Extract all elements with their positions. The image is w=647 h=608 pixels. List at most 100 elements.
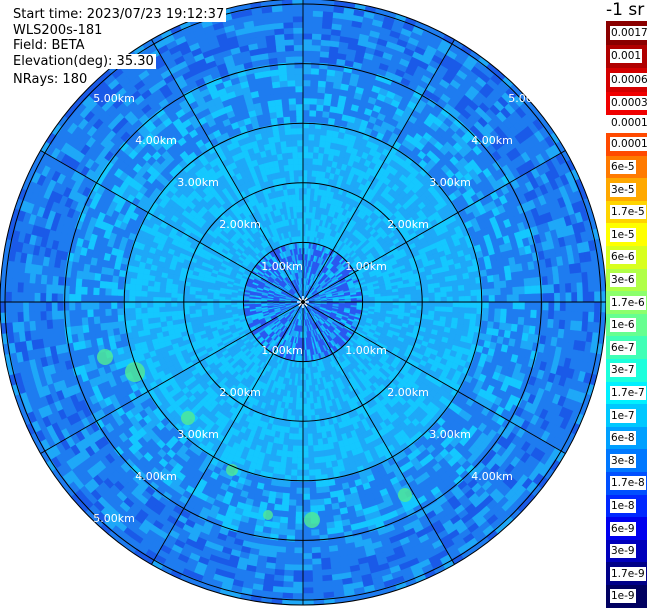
field-cell — [303, 158, 308, 164]
field-cell — [287, 451, 293, 457]
field-cell — [447, 292, 453, 298]
field-cell — [142, 280, 149, 286]
field-cell — [207, 308, 213, 312]
field-cell — [293, 152, 299, 158]
field-cell — [298, 452, 303, 458]
field-cell — [306, 206, 310, 212]
field-cell — [299, 422, 303, 428]
field-cell — [141, 307, 147, 313]
field-cell — [404, 291, 410, 295]
field-cell — [159, 292, 165, 297]
field-cell — [149, 323, 156, 329]
field-cell — [172, 315, 179, 320]
field-cell — [306, 392, 310, 398]
field-cell — [299, 410, 303, 416]
field-cell — [310, 398, 314, 404]
field-cell — [405, 298, 411, 302]
field-cell — [153, 312, 159, 318]
field-cell — [303, 398, 307, 404]
field-cell — [292, 452, 298, 458]
field-cell — [429, 302, 435, 307]
field-cell — [291, 464, 297, 470]
field-cell — [171, 293, 177, 298]
field-cell — [160, 321, 167, 327]
field-cell — [213, 305, 219, 308]
field-cell — [303, 404, 307, 410]
field-cell — [165, 307, 171, 312]
field-cell — [166, 316, 173, 321]
field-cell — [317, 439, 323, 446]
field-cell — [463, 319, 470, 326]
field-cell — [314, 451, 320, 457]
field-cell — [201, 295, 207, 299]
field-cell — [147, 291, 153, 297]
field-cell — [299, 194, 303, 200]
field-cell — [453, 307, 459, 313]
field-cell — [287, 445, 293, 451]
field-cell — [293, 158, 298, 164]
field-cell — [303, 134, 309, 140]
field-cell — [153, 297, 159, 302]
field-cell — [292, 458, 298, 464]
field-cell — [300, 212, 303, 218]
field-cell — [285, 171, 290, 178]
field-cell — [171, 311, 177, 316]
field-cell — [294, 170, 299, 176]
field-cell — [293, 434, 298, 440]
field-cell — [464, 284, 471, 290]
field-cell — [458, 318, 465, 324]
field-cell — [171, 288, 177, 293]
field-cell — [141, 285, 148, 291]
field-cell — [142, 318, 149, 324]
field-cell — [312, 164, 317, 170]
field-cell — [319, 451, 325, 458]
field-cell — [306, 200, 310, 206]
field-cell — [303, 446, 308, 452]
field-cell — [464, 313, 471, 319]
field-cell — [314, 146, 320, 152]
field-cell — [298, 428, 303, 434]
field-cell — [298, 230, 301, 236]
field-cell — [434, 288, 440, 293]
field-cell — [393, 295, 399, 299]
field-cell — [207, 305, 213, 309]
field-cell — [195, 298, 201, 302]
field-cell — [446, 312, 452, 318]
field-cell — [287, 152, 293, 158]
field-cell — [314, 463, 320, 470]
field-cell — [299, 398, 303, 404]
field-cell — [399, 302, 405, 306]
field-cell — [375, 297, 381, 300]
field-cell — [393, 292, 399, 296]
field-cell — [452, 280, 459, 286]
field-cell — [452, 313, 458, 319]
field-cell — [165, 302, 171, 307]
field-cell — [303, 422, 307, 428]
field-cell — [308, 452, 314, 458]
field-cell — [309, 464, 315, 470]
field-cell — [393, 302, 399, 305]
field-cell — [393, 299, 399, 302]
field-cell — [207, 302, 213, 305]
field-cell — [319, 457, 325, 464]
field-cell — [428, 288, 434, 293]
field-cell — [303, 206, 306, 212]
field-cell — [312, 433, 317, 439]
field-cell — [314, 140, 320, 147]
field-cell — [289, 427, 294, 433]
field-cell — [213, 302, 219, 305]
field-cell — [463, 279, 470, 286]
field-cell — [303, 140, 309, 146]
field-cell — [435, 292, 441, 297]
field-cell — [298, 170, 303, 176]
field-cell — [308, 446, 314, 452]
field-cell — [440, 312, 446, 318]
field-cell — [299, 176, 303, 182]
field-cell — [201, 298, 207, 302]
field-cell — [428, 311, 434, 316]
field-cell — [296, 206, 300, 212]
field-cell — [306, 380, 309, 386]
field-cell — [154, 317, 161, 323]
field-cell — [387, 296, 393, 299]
field-cell — [298, 164, 303, 170]
